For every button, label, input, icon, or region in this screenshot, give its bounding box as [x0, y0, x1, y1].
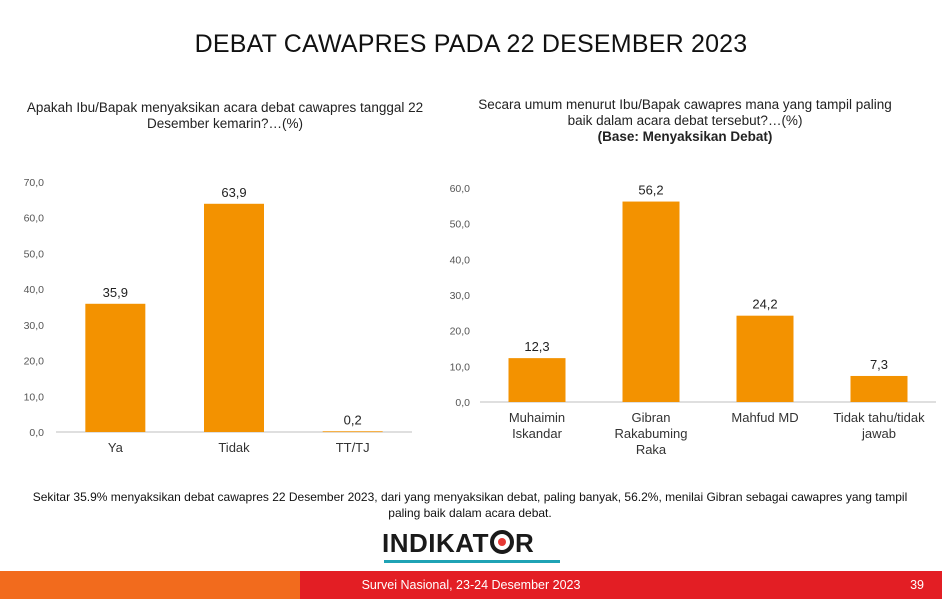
category-label: jawab [861, 426, 896, 441]
category-label: Muhaimin [509, 410, 565, 425]
data-label: 35,9 [103, 285, 128, 300]
category-label: Mahfud MD [731, 410, 798, 425]
indikator-logo: INDIKAT R [382, 528, 535, 558]
category-label: Raka [636, 442, 667, 457]
y-tick-label: 30,0 [24, 320, 45, 332]
logo-underline [384, 560, 560, 563]
bar [322, 431, 383, 433]
category-label: TT/TJ [336, 440, 370, 455]
category-label: Tidak tahu/tidak [833, 410, 925, 425]
category-label: Rakabuming [615, 426, 688, 441]
data-label: 12,3 [524, 339, 549, 354]
page-number: 39 [910, 578, 924, 592]
category-label: Ya [108, 440, 124, 455]
chart-watched-debate: 0,0 10,0 20,0 30,0 40,0 50,0 60,0 70,0 35,9 Ya 63,… [24, 177, 412, 455]
bar [508, 358, 566, 402]
category-label: Gibran [631, 410, 670, 425]
y-tick-label: 40,0 [450, 254, 471, 266]
y-tick-label: 60,0 [24, 213, 45, 225]
y-tick-label: 20,0 [24, 356, 45, 368]
bar [850, 375, 908, 402]
bar [736, 315, 794, 402]
chart2-base-note: (Base: Menyaksikan Debat) [597, 129, 773, 144]
chart-best-cawapres: 0,0 10,0 20,0 30,0 40,0 50,0 60,0 12,3 MuhaiminI… [450, 183, 936, 457]
footer-accent [0, 571, 300, 599]
y-tick-label: 30,0 [450, 290, 471, 302]
data-label: 0,2 [344, 412, 362, 427]
y-tick-label: 20,0 [450, 326, 471, 338]
y-tick-label: 40,0 [24, 284, 45, 296]
bar [204, 203, 264, 432]
footer-survey-label: Survei Nasional, 23-24 Desember 2023 [361, 578, 581, 592]
y-tick-label: 10,0 [450, 361, 471, 373]
category-label: Iskandar [512, 426, 563, 441]
y-tick-label: 50,0 [24, 248, 45, 260]
footer-bar: Survei Nasional, 23-24 Desember 2023 39 [0, 571, 942, 599]
y-tick-label: 0,0 [455, 397, 470, 409]
y-tick-label: 10,0 [24, 391, 45, 403]
data-label: 56,2 [638, 183, 663, 198]
y-tick-label: 70,0 [24, 177, 45, 189]
chart2-question: Secara umum menurut Ibu/Bapak cawapres m… [470, 97, 900, 145]
bar [622, 201, 680, 402]
data-label: 63,9 [221, 185, 246, 200]
chart1-question: Apakah Ibu/Bapak menyaksikan acara debat… [26, 100, 424, 131]
y-tick-label: 60,0 [450, 183, 471, 195]
summary-note: Sekitar 35.9% menyaksikan debat cawapres… [32, 490, 908, 520]
data-label: 7,3 [870, 357, 888, 372]
y-tick-label: 0,0 [29, 427, 44, 439]
data-label: 24,2 [752, 297, 777, 312]
category-label: Tidak [218, 440, 250, 455]
logo-target-icon [490, 530, 515, 554]
y-tick-label: 50,0 [450, 219, 471, 231]
bar [85, 303, 146, 432]
slide-title: DEBAT CAWAPRES PADA 22 DESEMBER 2023 [194, 30, 748, 58]
chart2-question-text: Secara umum menurut Ibu/Bapak cawapres m… [478, 97, 892, 128]
